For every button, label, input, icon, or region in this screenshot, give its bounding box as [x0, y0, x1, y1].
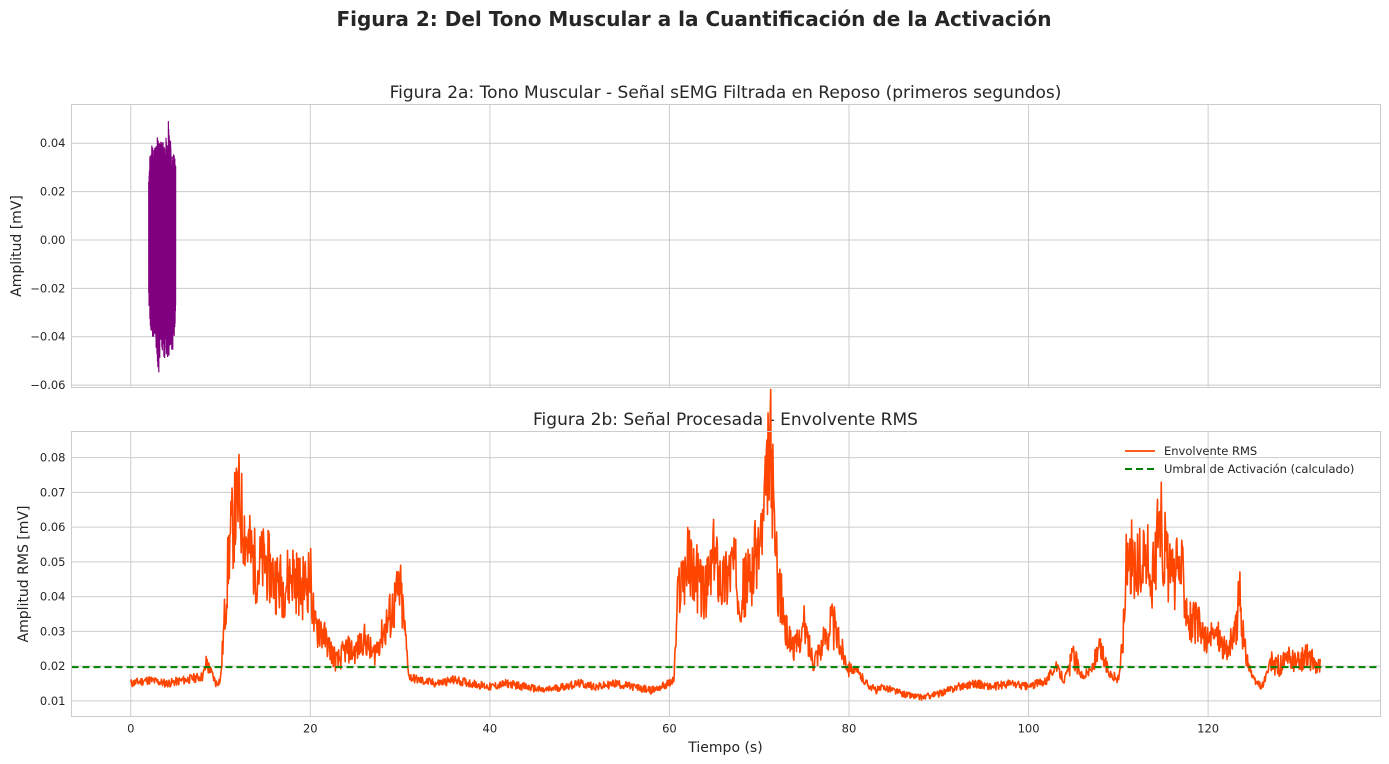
panel-b-ylabel: Amplitud RMS [mV]	[16, 506, 32, 643]
ytick-label-4: 0.02	[40, 185, 66, 199]
ytick-label-3: 0.04	[40, 590, 66, 604]
xtick-label-120: 120	[1197, 722, 1219, 736]
panel-a: Figura 2a: Tono Muscular - Señal sEMG Fi…	[9, 83, 1381, 392]
ytick-label-1: 0.02	[40, 659, 66, 673]
legend: Envolvente RMS Umbral de Activación (cal…	[1125, 444, 1354, 476]
xtick-label-40: 40	[483, 722, 498, 736]
xtick-label-80: 80	[842, 722, 857, 736]
xtick-label-20: 20	[303, 722, 318, 736]
figure-suptitle: Figura 2: Del Tono Muscular a la Cuantif…	[336, 7, 1051, 31]
panel-a-tick-labels: −0.06 −0.04 −0.02 0.00 0.02 0.04	[30, 136, 65, 392]
panel-b-rms-envelope-line	[129, 388, 1321, 701]
panel-a-grid	[71, 104, 1381, 388]
panel-a-semg-signal	[148, 121, 177, 373]
panel-b-frame	[71, 431, 1381, 717]
ytick-label-5: 0.06	[40, 520, 66, 534]
ytick-label-7: 0.08	[40, 451, 66, 465]
xtick-label-60: 60	[662, 722, 677, 736]
ytick-label-0: 0.01	[40, 694, 66, 708]
xtick-label-100: 100	[1018, 722, 1040, 736]
legend-label-rms: Envolvente RMS	[1164, 444, 1257, 458]
ytick-label-4: 0.05	[40, 555, 66, 569]
ytick-label-0: −0.06	[30, 378, 65, 392]
panel-a-frame	[71, 104, 1381, 388]
panel-b-title: Figura 2b: Señal Procesada - Envolvente …	[533, 410, 918, 430]
ytick-label-2: 0.03	[40, 624, 66, 638]
panel-a-ylabel: Amplitud [mV]	[9, 195, 25, 297]
ytick-label-6: 0.07	[40, 485, 66, 499]
panel-b-tick-labels: 0 20 40 60 80 100 120 0.01 0.02 0.03 0.04 0.05 0.06 0…	[40, 451, 1219, 736]
ytick-label-2: −0.02	[30, 281, 65, 295]
ytick-label-1: −0.04	[30, 330, 65, 344]
ytick-label-3: 0.00	[40, 233, 66, 247]
panel-b: Figura 2b: Señal Procesada - Envolvente …	[16, 388, 1381, 756]
xtick-label-0: 0	[127, 722, 134, 736]
ytick-label-5: 0.04	[40, 136, 66, 150]
panel-a-title: Figura 2a: Tono Muscular - Señal sEMG Fi…	[390, 83, 1062, 103]
legend-label-threshold: Umbral de Activación (calculado)	[1164, 462, 1354, 476]
panel-b-xlabel: Tiempo (s)	[687, 740, 762, 756]
